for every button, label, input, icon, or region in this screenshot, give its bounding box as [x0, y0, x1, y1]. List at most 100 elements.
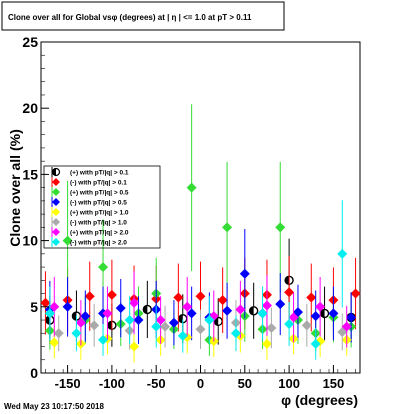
legend-label: (-) with pT/|q| > 0.5 [70, 200, 127, 207]
data-point [155, 315, 166, 326]
data-point-fill [72, 312, 77, 321]
y-axis-label: Clone over all (%) [7, 129, 23, 246]
y-tick-label: 5 [30, 299, 38, 315]
data-point [84, 291, 95, 302]
legend-label: (+) with pT/|q| > 0.5 [70, 190, 129, 197]
data-point [53, 328, 64, 339]
data-point-fill [178, 314, 183, 323]
legend-label: (-) with pT/|q| > 0.1 [70, 180, 127, 187]
timestamp: Wed May 23 10:17:50 2018 [4, 402, 104, 411]
legend-symbol [52, 228, 60, 236]
data-point [62, 301, 73, 312]
legend-label: (+) with pT/|q| > 2.0 [70, 230, 129, 237]
data-point-fill [107, 321, 112, 330]
data-point [275, 299, 286, 310]
data-point [261, 338, 272, 349]
legend-symbol [52, 178, 60, 186]
data-point [284, 287, 295, 298]
title-box [1, 1, 285, 31]
data-point [346, 312, 357, 323]
data-point [75, 317, 86, 328]
data-point [40, 297, 51, 308]
data-point [257, 308, 268, 319]
data-point [71, 328, 82, 339]
legend-marker [51, 197, 60, 207]
data-point [275, 222, 286, 233]
data-point [106, 289, 117, 300]
legend-marker [51, 237, 60, 247]
legend-symbol [52, 238, 60, 246]
data-point [44, 308, 55, 319]
data-point [98, 334, 109, 345]
series-7 [44, 200, 348, 360]
legend-symbol [52, 208, 60, 216]
legend-symbol-fill [52, 168, 56, 176]
data-point [62, 235, 73, 246]
y-tick-label: 20 [22, 100, 38, 116]
data-point [186, 182, 197, 193]
x-axis-label: φ (degrees) [281, 392, 358, 408]
legend-symbol [52, 198, 60, 206]
data-point [306, 292, 317, 303]
data-point [182, 301, 193, 312]
legend-marker [51, 217, 60, 227]
y-tick-label: 15 [22, 166, 38, 182]
data-point [217, 295, 228, 306]
data-point [49, 337, 60, 348]
data-point [315, 301, 326, 312]
legend-marker [51, 207, 60, 217]
data-point [195, 291, 206, 302]
data-point [133, 315, 144, 326]
data-point [173, 292, 184, 303]
data-point-fill [143, 305, 148, 314]
x-tick-label: 0 [197, 376, 204, 391]
data-point [89, 320, 100, 331]
legend-marker [51, 227, 60, 237]
data-point [301, 320, 312, 331]
data-point [168, 317, 179, 328]
x-tick-label: -50 [147, 376, 166, 391]
data-point [350, 288, 361, 299]
data-point [115, 303, 126, 314]
data-point [204, 315, 215, 326]
data-point [80, 311, 91, 322]
data-point [288, 312, 299, 323]
legend: (+) with pT/|q| > 0.1 (-) with pT/|q| > 0… [43, 165, 161, 249]
chart-title: Clone over all for Global vsφ (degrees) … [8, 13, 252, 22]
legend-label: (-) with pT/|q| > 1.0 [70, 220, 127, 227]
data-point [129, 341, 140, 352]
legend-label: (+) with pT/|q| > 1.0 [70, 210, 129, 217]
data-point-fill [249, 306, 254, 315]
data-point [177, 330, 188, 341]
data-point-fill [45, 316, 50, 325]
legend-marker [51, 187, 60, 197]
data-point [49, 301, 60, 312]
data-point [310, 338, 321, 349]
data-point [129, 297, 140, 308]
data-point [222, 305, 233, 316]
data-point [186, 308, 197, 319]
legend-box [43, 165, 161, 249]
data-point [239, 268, 250, 279]
y-tick-label: 10 [22, 233, 38, 249]
data-point-fill [320, 309, 325, 318]
x-tick-label: 100 [278, 376, 300, 391]
y-tick-label: 0 [30, 365, 38, 381]
data-point [222, 222, 233, 233]
data-point [151, 321, 162, 332]
axis-layer: -150 -100 -50 0 50 100 150 0 5 10 15 20 25 [22, 34, 356, 391]
legend-label: (+) with pT/|q| > 0.1 [70, 170, 129, 177]
data-point [261, 300, 272, 311]
data-point [102, 308, 113, 319]
series-6 [49, 271, 352, 348]
legend-symbol [52, 218, 60, 226]
data-point [284, 319, 295, 330]
legend-symbol [52, 188, 60, 196]
data-point [230, 328, 241, 339]
data-point [341, 321, 352, 332]
y-tick-label: 25 [22, 34, 38, 50]
data-point [98, 262, 109, 273]
x-tick-label: 50 [238, 376, 252, 391]
data-point-fill [285, 276, 290, 285]
